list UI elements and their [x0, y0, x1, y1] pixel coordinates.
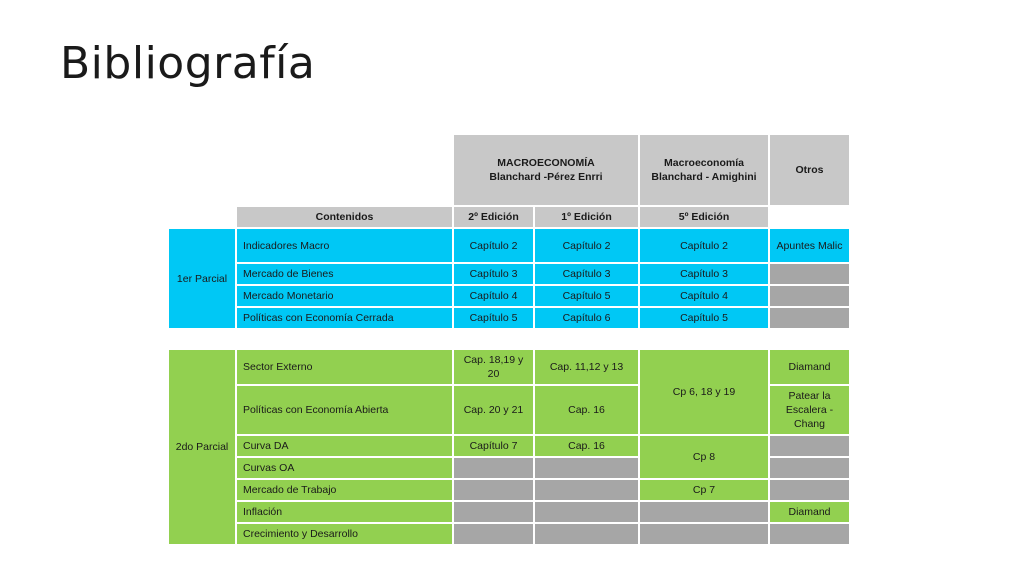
chapter-cell: Capítulo 3	[454, 264, 533, 284]
book2-title: Macroeconomía	[664, 157, 744, 169]
book1-authors: Blanchard -Pérez Enrri	[489, 171, 603, 183]
table-row: Mercado de Bienes Capítulo 3 Capítulo 3 …	[169, 264, 849, 284]
chapter-cell: Capítulo 2	[454, 229, 533, 262]
table-row: Inflación Diamand	[169, 502, 849, 522]
section-spacer	[169, 330, 849, 348]
book-header-perez-enrri: MACROECONOMÍA Blanchard -Pérez Enrri	[454, 135, 638, 205]
otros-header: Otros	[770, 135, 849, 205]
empty-cell	[770, 524, 849, 544]
spacer-cell	[169, 330, 849, 348]
topic-cell: Sector Externo	[237, 350, 452, 384]
chapter-cell: Capítulo 5	[535, 286, 638, 306]
book2-authors: Blanchard - Amighini	[651, 171, 757, 183]
chapter-cell: Capítulo 5	[454, 308, 533, 328]
topic-cell: Indicadores Macro	[237, 229, 452, 262]
header-spacer-2	[169, 207, 235, 227]
contenidos-header: Contenidos	[237, 207, 452, 227]
topic-cell: Curvas OA	[237, 458, 452, 478]
empty-cell	[454, 524, 533, 544]
otros-cell: Patear la Escalera - Chang	[770, 386, 849, 434]
empty-cell	[770, 286, 849, 306]
empty-cell	[454, 458, 533, 478]
table-row: Mercado Monetario Capítulo 4 Capítulo 5 …	[169, 286, 849, 306]
table-row: Políticas con Economía Abierta Cap. 20 y…	[169, 386, 849, 434]
parcial-1-label: 1er Parcial	[169, 229, 235, 328]
topic-cell: Curva DA	[237, 436, 452, 456]
book1-title: MACROECONOMÍA	[497, 157, 595, 169]
slide-title: Bibliografía	[60, 38, 316, 89]
chapter-cell: Capítulo 4	[640, 286, 768, 306]
chapter-cell: Capítulo 6	[535, 308, 638, 328]
header-spacer-3	[770, 207, 849, 227]
header-spacer	[169, 135, 452, 205]
topic-cell: Mercado Monetario	[237, 286, 452, 306]
table-row: Curvas OA	[169, 458, 849, 478]
table-row: 2do Parcial Sector Externo Cap. 18,19 y …	[169, 350, 849, 544]
empty-cell	[640, 502, 768, 522]
header-row-editions: Contenidos 2º Edición 1º Edición 5º Edic…	[169, 207, 849, 227]
empty-cell	[535, 480, 638, 500]
empty-cell	[640, 524, 768, 544]
chapter-cell: Capítulo 5	[640, 308, 768, 328]
chapter-cell: Cp 7	[640, 480, 768, 500]
empty-cell	[770, 436, 849, 456]
empty-cell	[535, 458, 638, 478]
topic-cell: Políticas con Economía Cerrada	[237, 308, 452, 328]
otros-cell: Apuntes Malic	[770, 229, 849, 262]
chapter-cell: Capítulo 2	[640, 229, 768, 262]
empty-cell	[770, 308, 849, 328]
topic-cell: Políticas con Economía Abierta	[237, 386, 452, 434]
chapter-cell: Capítulo 3	[640, 264, 768, 284]
empty-cell	[535, 502, 638, 522]
chapter-cell: Capítulo 3	[535, 264, 638, 284]
table-row: Políticas con Economía Cerrada Capítulo …	[169, 308, 849, 328]
parcial-2-label: 2do Parcial	[169, 350, 235, 544]
edition-1-header: 1º Edición	[535, 207, 638, 227]
edition-5-header: 5º Edición	[640, 207, 768, 227]
topic-cell: Inflación	[237, 502, 452, 522]
topic-cell: Crecimiento y Desarrollo	[237, 524, 452, 544]
chapter-cell: Cap. 18,19 y 20	[454, 350, 533, 384]
chapter-cell: Cp 8	[640, 436, 768, 478]
topic-cell: Mercado de Trabajo	[237, 480, 452, 500]
chapter-cell: Cap. 16	[535, 386, 638, 434]
empty-cell	[770, 264, 849, 284]
chapter-cell: Capítulo 7	[454, 436, 533, 456]
chapter-cell: Cap. 11,12 y 13	[535, 350, 638, 384]
chapter-cell: Capítulo 4	[454, 286, 533, 306]
bibliography-table: MACROECONOMÍA Blanchard -Pérez Enrri Mac…	[167, 133, 851, 546]
table-row: Crecimiento y Desarrollo	[169, 524, 849, 544]
book-header-amighini: Macroeconomía Blanchard - Amighini	[640, 135, 768, 205]
header-row-books: MACROECONOMÍA Blanchard -Pérez Enrri Mac…	[169, 135, 849, 205]
chapter-cell: Cp 6, 18 y 19	[640, 350, 768, 434]
empty-cell	[454, 502, 533, 522]
chapter-cell: Capítulo 2	[535, 229, 638, 262]
otros-cell: Diamand	[770, 350, 849, 384]
topic-cell: Mercado de Bienes	[237, 264, 452, 284]
chapter-cell: Cap. 20 y 21	[454, 386, 533, 434]
chapter-cell: Cap. 16	[535, 436, 638, 456]
empty-cell	[535, 524, 638, 544]
empty-cell	[770, 458, 849, 478]
otros-cell: Diamand	[770, 502, 849, 522]
table-row: 1er Parcial Indicadores Macro Capítulo 2…	[169, 229, 849, 328]
table-row: Mercado de Trabajo Cp 7	[169, 480, 849, 500]
table-row: Curva DA Capítulo 7 Cap. 16 Cp 8	[169, 436, 849, 478]
empty-cell	[770, 480, 849, 500]
edition-2-header: 2º Edición	[454, 207, 533, 227]
empty-cell	[454, 480, 533, 500]
